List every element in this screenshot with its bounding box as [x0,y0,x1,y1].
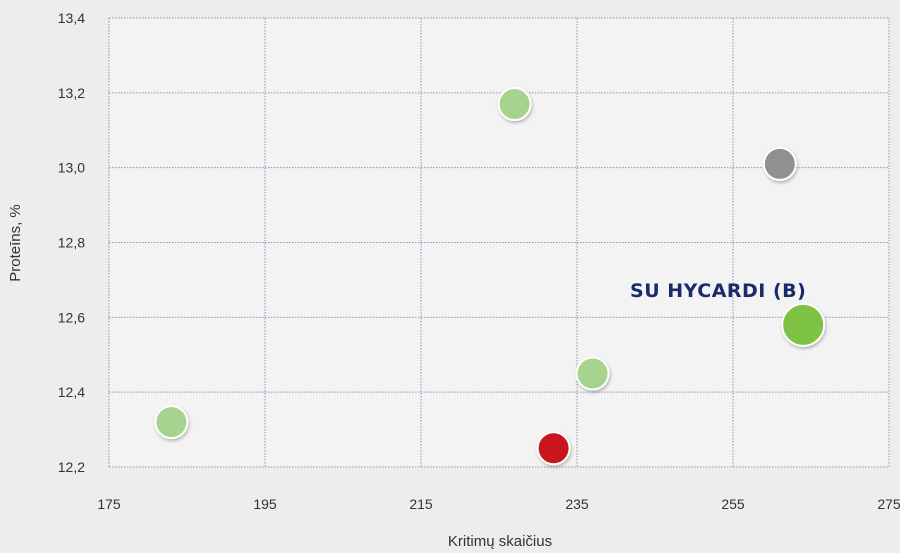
x-tick-label: 175 [97,496,121,512]
y-axis-title: Proteīns, % [7,204,24,282]
x-tick-label: 215 [409,496,433,512]
data-label: SU HYCARDI (B) [630,280,806,302]
y-axis-ticks: 12,2 12,4 12,6 12,8 13,0 13,2 13,4 [58,10,85,475]
x-tick-label: 235 [565,496,589,512]
y-tick-label: 13,4 [58,10,85,26]
scatter-point [154,405,189,440]
scatter-point [536,431,571,466]
data-labels: SU HYCARDI (B) [630,280,806,302]
data-points [154,87,826,466]
scatter-point [762,146,797,181]
x-axis-title: Kritimų skaičius [448,533,552,550]
x-tick-label: 255 [721,496,745,512]
scatter-point [497,87,532,122]
y-tick-label: 12,8 [58,235,85,251]
gridlines [108,17,890,468]
scatter-point [575,356,610,391]
x-tick-label: 275 [877,496,900,512]
scatter-point [781,302,826,347]
y-tick-label: 12,4 [58,384,85,400]
y-tick-label: 13,2 [58,85,85,101]
y-tick-label: 12,2 [58,459,85,475]
x-axis-ticks: 175 195 215 235 255 275 [97,496,900,512]
y-tick-label: 12,6 [58,309,85,325]
x-tick-label: 195 [253,496,277,512]
y-tick-label: 13,0 [58,160,85,176]
